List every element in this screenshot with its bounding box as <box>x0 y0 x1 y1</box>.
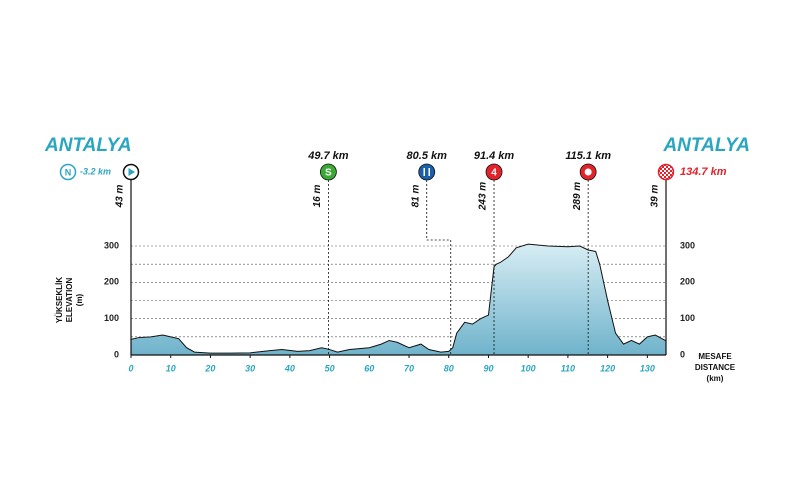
km-label: 91.4 km <box>474 150 515 162</box>
y-tick-label: 100 <box>104 313 119 323</box>
y-axis-title: YÜKSEKLİK ELEVATION (m) <box>55 277 84 323</box>
y-tick-label: 200 <box>104 277 119 287</box>
km-label: -3.2 km <box>80 166 111 176</box>
marker-start: 43 m N -3.2 km <box>59 163 140 355</box>
x-tick-label: 70 <box>404 363 414 373</box>
climb-icon-label: 4 <box>491 168 497 179</box>
elevation-line <box>130 243 667 354</box>
area-shade <box>131 244 666 355</box>
y-tick-label: 0 <box>680 349 685 359</box>
km-label: 49.7 km <box>307 150 349 162</box>
sprint-icon <box>319 163 337 181</box>
feed-icon <box>418 163 436 181</box>
y-tick-label: 200 <box>680 277 695 287</box>
marker-feed: 81 m 80.5 km <box>407 150 452 355</box>
y-axis-label: ELEVATION <box>65 277 74 322</box>
x-axis-label: MESAFE <box>698 352 732 361</box>
x-tick-label: 40 <box>284 363 295 373</box>
x-tick-label: 30 <box>245 363 255 373</box>
neutral-icon-label: N <box>65 167 72 177</box>
elevation-label: 43 m <box>115 184 126 208</box>
x-tick-label: 0 <box>128 363 133 373</box>
x-tick-label: 60 <box>364 363 374 373</box>
sprint-icon-label: S <box>325 168 332 179</box>
x-tick-label: 120 <box>600 363 615 373</box>
finish-icon <box>657 163 675 181</box>
neutral-icon <box>59 163 77 181</box>
finish-name: ANTALYA <box>662 135 750 156</box>
elevation-label: 81 m <box>410 184 421 207</box>
feed-symbol <box>423 168 430 176</box>
y-axis-label: (m) <box>75 293 84 306</box>
marker-climb: 243 m 91.4 km 4 <box>474 150 515 355</box>
elevation-label: 39 m <box>650 184 661 207</box>
start-arrow <box>128 168 135 176</box>
km-label: 80.5 km <box>407 150 448 162</box>
elevation-label: 243 m <box>478 182 489 211</box>
marker-sprint: 16 m 49.7 km S <box>307 150 349 355</box>
bonus-symbol <box>584 168 592 176</box>
marker-finish: 39 m 134.7 km <box>650 163 727 355</box>
marker-bonus: 289 m 115.1 km <box>565 150 611 355</box>
x-tick-label: 90 <box>483 363 493 373</box>
y-axis-label: YÜKSEKLİK <box>55 277 64 323</box>
y-tick-label: 0 <box>114 349 119 359</box>
x-tick-label: 110 <box>561 363 575 373</box>
marker-line <box>426 180 452 355</box>
y-tick-label: 100 <box>680 313 695 323</box>
x-tick-label: 20 <box>204 363 215 373</box>
km-label: 134.7 km <box>680 166 727 178</box>
y-tick-label: 300 <box>680 240 695 250</box>
x-tick-label: 130 <box>640 363 655 373</box>
x-tick-label: 50 <box>325 363 335 373</box>
km-label: 115.1 km <box>565 150 611 162</box>
elevation-label: 289 m <box>572 182 583 211</box>
x-tick-label: 80 <box>444 363 454 373</box>
x-tick-label: 10 <box>166 363 176 373</box>
climb-icon <box>485 163 503 181</box>
x-tick-label: 100 <box>521 363 536 373</box>
x-axis-label: (km) <box>707 374 724 383</box>
elevation-label: 16 m <box>312 184 323 207</box>
x-axis-label: DISTANCE <box>695 363 736 372</box>
y-tick-label: 300 <box>104 240 119 250</box>
start-name: ANTALYA <box>44 135 132 156</box>
